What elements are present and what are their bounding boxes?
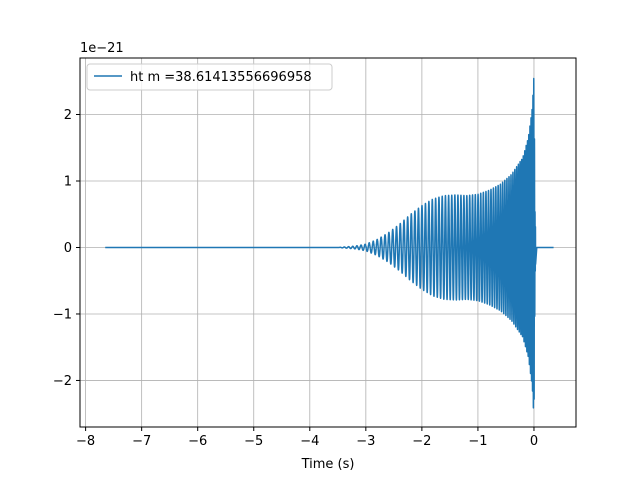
x-tick-label: −8 <box>76 434 95 449</box>
legend-entry-label: ht m =38.61413556696958 <box>130 70 312 85</box>
x-tick-label: −7 <box>132 434 151 449</box>
x-axis: −8 −7 −6 −5 −4 −3 −2 −1 0 <box>76 427 538 449</box>
x-tick-label: −3 <box>356 434 375 449</box>
y-tick-label: 0 <box>64 241 72 256</box>
x-tick-label: −6 <box>188 434 207 449</box>
x-tick-label: 0 <box>530 434 538 449</box>
y-tick-label: −2 <box>53 374 72 389</box>
y-offset-label: 1e−21 <box>80 41 124 56</box>
legend-box <box>86 63 333 91</box>
y-tick-label: 2 <box>64 108 72 123</box>
y-axis: −2 −1 0 1 2 <box>53 108 80 389</box>
x-tick-label: −5 <box>244 434 263 449</box>
x-tick-label: −4 <box>300 434 319 449</box>
legend: ht m =38.61413556696958 <box>86 63 333 91</box>
waveform-series-line <box>105 77 554 409</box>
plot-frame <box>79 57 577 428</box>
x-tick-label: −1 <box>468 434 487 449</box>
series-area <box>105 77 554 409</box>
y-tick-label: 1 <box>64 175 72 190</box>
x-tick-label: −2 <box>412 434 431 449</box>
y-tick-label: −1 <box>53 307 72 322</box>
x-axis-title: Time (s) <box>301 457 355 472</box>
